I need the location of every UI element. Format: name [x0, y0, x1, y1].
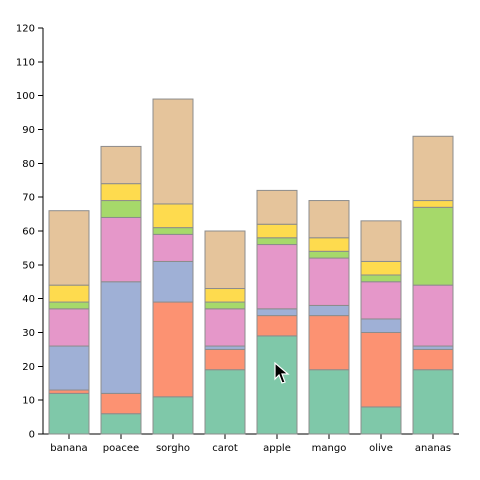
- bar-segment-apple-1[interactable]: [256, 315, 298, 337]
- bar-segment-poacee-5[interactable]: [100, 183, 142, 202]
- y-tick-label: 90: [22, 125, 35, 136]
- x-tick-label: ananas: [415, 443, 451, 454]
- bar-segment-apple-3[interactable]: [256, 244, 298, 310]
- bar-segment-mango-5[interactable]: [308, 237, 350, 252]
- bar-segment-sorgho-1[interactable]: [152, 301, 194, 398]
- bar-segment-poacee-6[interactable]: [100, 145, 142, 185]
- bar-segment-poacee-3[interactable]: [100, 216, 142, 283]
- x-tick-label: poacee: [103, 443, 139, 454]
- bar-segment-ananas-3[interactable]: [412, 284, 454, 347]
- bar-segment-apple-0[interactable]: [256, 335, 298, 435]
- x-tick-label: apple: [263, 443, 291, 454]
- bar-segment-apple-4[interactable]: [256, 237, 298, 246]
- bar-segment-banana-3[interactable]: [48, 308, 90, 347]
- bar-segment-banana-5[interactable]: [48, 284, 90, 303]
- y-tick-label: 0: [29, 430, 35, 441]
- x-tick-label: banana: [50, 443, 87, 454]
- bar-segment-mango-6[interactable]: [308, 200, 350, 239]
- bar-segment-olive-2[interactable]: [360, 318, 402, 334]
- bar-segment-olive-3[interactable]: [360, 281, 402, 320]
- y-tick-label: 110: [16, 57, 35, 68]
- bar-segment-banana-1[interactable]: [48, 389, 90, 394]
- bar-segment-ananas-5[interactable]: [412, 200, 454, 208]
- bar-segment-poacee-1[interactable]: [100, 392, 142, 415]
- bar-segment-carot-2[interactable]: [204, 345, 246, 350]
- bar-segment-banana-4[interactable]: [48, 301, 90, 310]
- y-tick-label: 30: [22, 328, 35, 339]
- bar-segment-olive-0[interactable]: [360, 406, 402, 435]
- bar-segment-ananas-0[interactable]: [412, 369, 454, 435]
- bar-segment-apple-5[interactable]: [256, 223, 298, 239]
- bar-segment-carot-4[interactable]: [204, 301, 246, 310]
- bar-segment-olive-1[interactable]: [360, 332, 402, 408]
- mouse-cursor-icon: [274, 361, 290, 384]
- bar-segment-poacee-0[interactable]: [100, 413, 142, 435]
- bar-segment-sorgho-3[interactable]: [152, 233, 194, 262]
- y-tick-label: 40: [22, 294, 35, 305]
- bar-segment-ananas-1[interactable]: [412, 348, 454, 371]
- x-tick-label: carot: [212, 443, 238, 454]
- bar-segment-carot-1[interactable]: [204, 348, 246, 371]
- bar-segment-ananas-2[interactable]: [412, 345, 454, 350]
- bar-segment-poacee-2[interactable]: [100, 281, 142, 394]
- bar-segment-mango-0[interactable]: [308, 369, 350, 435]
- bar-segment-sorgho-4[interactable]: [152, 227, 194, 235]
- bar-segment-banana-0[interactable]: [48, 392, 90, 435]
- bar-segment-sorgho-5[interactable]: [152, 203, 194, 229]
- bar-segment-apple-2[interactable]: [256, 308, 298, 317]
- bar-segment-mango-4[interactable]: [308, 250, 350, 259]
- bar-segment-mango-2[interactable]: [308, 304, 350, 317]
- x-tick-label: mango: [312, 443, 347, 454]
- x-axis: banana poacee sorgho carot apple mango olive an…: [43, 433, 459, 454]
- bar-segment-poacee-4[interactable]: [100, 200, 142, 218]
- y-tick-label: 70: [22, 193, 35, 204]
- y-tick-label: 60: [22, 227, 35, 238]
- bar-segment-olive-6[interactable]: [360, 220, 402, 262]
- bar-segment-banana-2[interactable]: [48, 345, 90, 391]
- y-tick-label: 100: [16, 91, 35, 102]
- bars: [48, 98, 454, 435]
- y-tick-label: 50: [22, 260, 35, 271]
- bar-segment-sorgho-6[interactable]: [152, 98, 194, 205]
- y-tick-label: 80: [22, 159, 35, 170]
- bar-segment-sorgho-2[interactable]: [152, 260, 194, 303]
- x-tick-label: olive: [369, 443, 393, 454]
- y-tick-label: 120: [16, 24, 35, 35]
- bar-segment-mango-3[interactable]: [308, 257, 350, 306]
- bar-segment-olive-5[interactable]: [360, 260, 402, 276]
- bar-segment-olive-4[interactable]: [360, 274, 402, 283]
- bar-segment-apple-6[interactable]: [256, 189, 298, 225]
- y-axis: 0 10 20 30 40 50 60 70 80 90 100 110 120: [16, 24, 44, 441]
- bar-segment-banana-6[interactable]: [48, 210, 90, 286]
- y-tick-label: 20: [22, 362, 35, 373]
- bar-segment-carot-3[interactable]: [204, 308, 246, 347]
- bar-segment-carot-0[interactable]: [204, 369, 246, 435]
- bar-segment-mango-1[interactable]: [308, 315, 350, 371]
- bar-segment-carot-5[interactable]: [204, 288, 246, 303]
- bar-segment-sorgho-0[interactable]: [152, 396, 194, 435]
- x-tick-label: sorgho: [156, 443, 190, 454]
- bar-segment-ananas-6[interactable]: [412, 135, 454, 202]
- bar-segment-carot-6[interactable]: [204, 230, 246, 290]
- y-tick-label: 10: [22, 396, 35, 407]
- bar-segment-ananas-4[interactable]: [412, 206, 454, 286]
